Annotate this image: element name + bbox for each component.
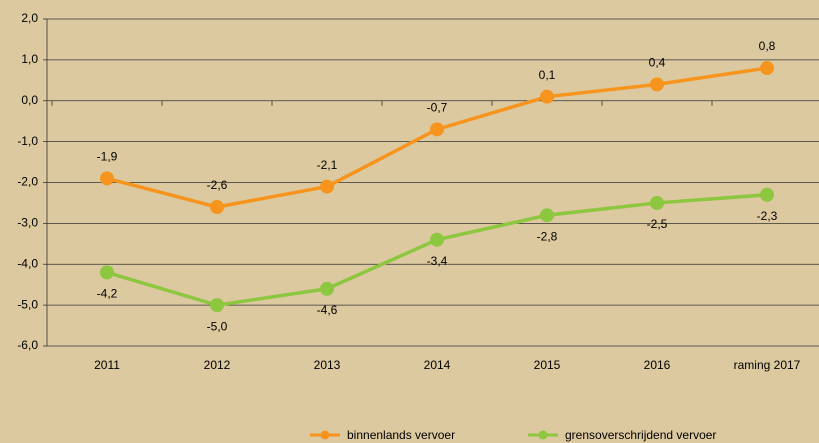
- y-tick-label: -2,0: [17, 175, 38, 189]
- data-label: -2,8: [537, 229, 558, 243]
- x-tick-label: 2016: [644, 358, 671, 372]
- data-point: [210, 298, 224, 313]
- data-point: [650, 195, 664, 210]
- x-tick-label: 2015: [534, 358, 561, 372]
- data-label: -2,1: [317, 158, 338, 172]
- data-label: -2,6: [207, 178, 228, 192]
- data-label: -2,5: [647, 217, 668, 231]
- x-tick-label: 2011: [94, 358, 120, 372]
- y-tick-label: -6,0: [17, 338, 38, 352]
- y-tick-label: 1,0: [21, 52, 38, 66]
- y-tick-label: 0,0: [21, 93, 38, 107]
- data-label: 0,8: [759, 39, 776, 53]
- y-tick-label: -4,0: [17, 256, 38, 270]
- x-tick-label: 2014: [424, 358, 451, 372]
- data-label: -1,9: [97, 150, 118, 164]
- data-point: [100, 171, 114, 186]
- data-point: [760, 187, 774, 202]
- data-point: [320, 281, 334, 296]
- legend-marker: [320, 430, 330, 440]
- data-point: [540, 208, 554, 223]
- data-point: [760, 61, 774, 76]
- legend-marker: [538, 430, 548, 440]
- data-label: 0,4: [649, 56, 666, 70]
- y-tick-label: -1,0: [17, 134, 38, 148]
- y-tick-label: -5,0: [17, 297, 38, 311]
- series-line: [106, 193, 768, 307]
- data-point: [430, 232, 444, 247]
- data-label: -4,2: [97, 287, 118, 301]
- data-label: 0,1: [539, 68, 556, 82]
- x-tick-label: 2012: [204, 358, 231, 372]
- data-label: -0,7: [427, 101, 448, 115]
- data-point: [210, 200, 224, 215]
- data-point: [430, 122, 444, 137]
- data-label: -5,0: [207, 319, 228, 333]
- x-tick-label: 2013: [314, 358, 341, 372]
- legend-label: grensoverschrijdend vervoer: [565, 428, 716, 442]
- data-point: [320, 179, 334, 194]
- data-label: -2,3: [757, 209, 778, 223]
- data-point: [100, 265, 114, 280]
- data-point: [650, 77, 664, 92]
- y-tick-label: 2,0: [21, 11, 38, 25]
- y-tick-label: -3,0: [17, 216, 38, 230]
- data-point: [540, 89, 554, 104]
- legend-label: binnenlands vervoer: [347, 428, 455, 442]
- x-tick-label: raming 2017: [734, 358, 801, 372]
- data-label: -4,6: [317, 303, 338, 317]
- data-label: -3,4: [427, 254, 448, 268]
